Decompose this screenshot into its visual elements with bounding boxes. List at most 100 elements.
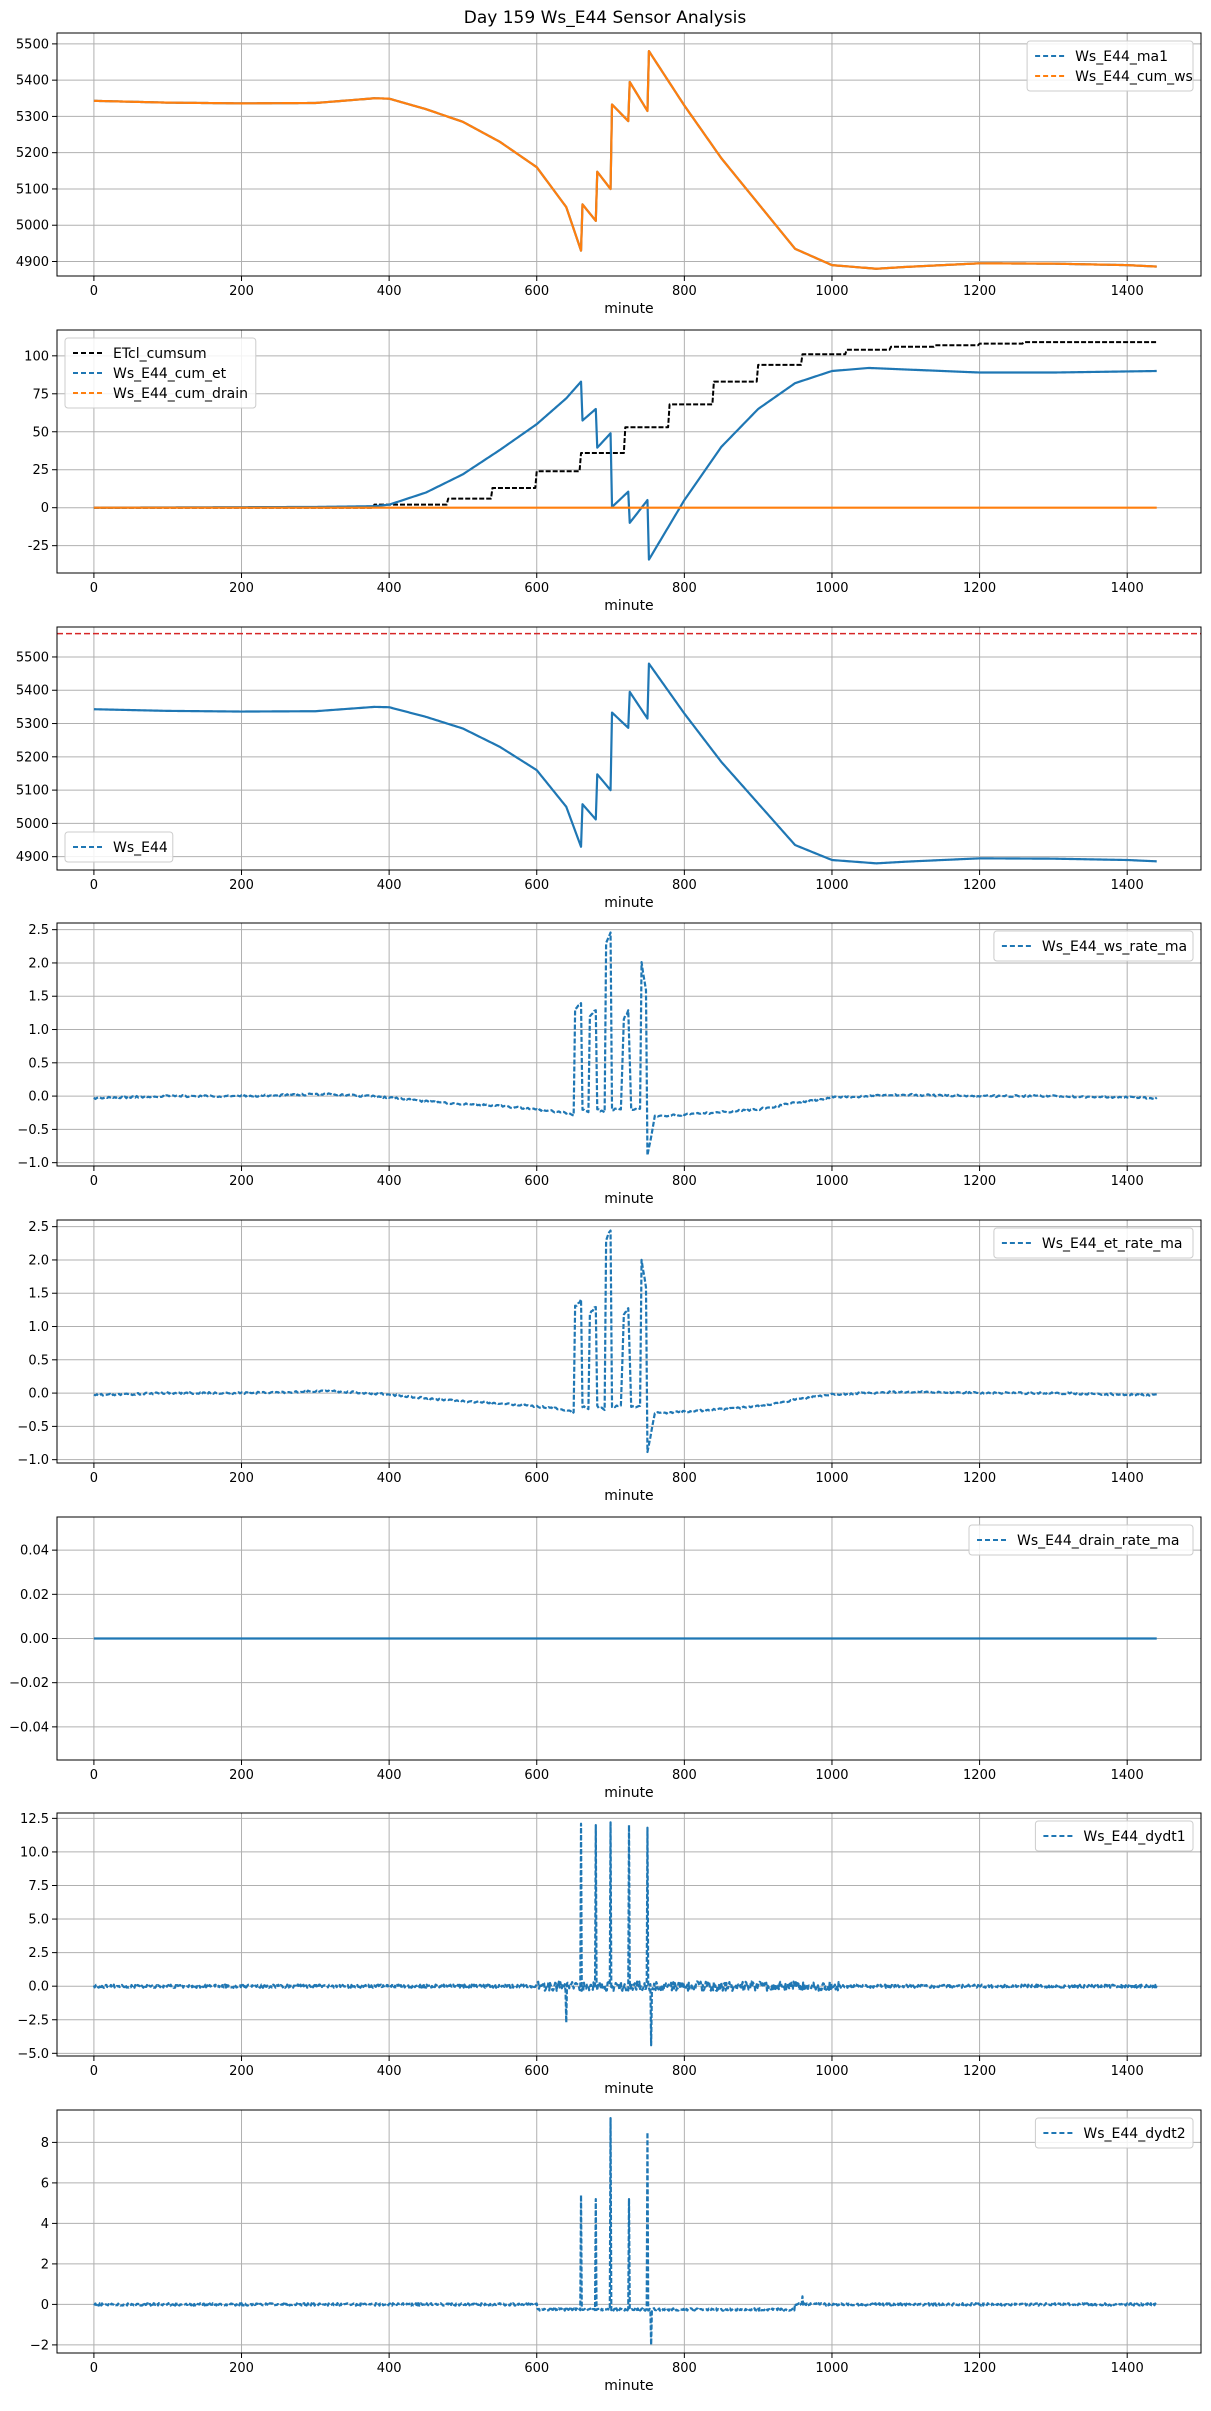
subplot-p2: 0 200 400 600 800 1000 1200 1400 -25 0 25 50 75 100 mi…: [24, 329, 1202, 614]
y-tick-label: −1.0: [17, 1453, 49, 1468]
legend-label: Ws_E44_cum_ws: [1075, 69, 1193, 85]
x-tick-label: 1400: [1111, 1471, 1144, 1486]
legend-label: Ws_E44_et_rate_ma: [1042, 1236, 1183, 1252]
x-tick-label: 800: [672, 1768, 697, 1783]
series-line-Ws_E44_dydt1: [92, 1821, 1158, 2047]
legend-box: [993, 1227, 1194, 1259]
x-tick-label: 1200: [963, 2064, 996, 2079]
legend: Ws_E44: [64, 831, 174, 863]
legend-label: Ws_E44_dydt2: [1083, 2126, 1185, 2142]
axes-frame: [56, 1812, 1202, 2057]
y-tick-label: 5100: [16, 784, 49, 799]
legend: Ws_E44_ws_rate_ma: [993, 930, 1194, 962]
x-tick-label: 1000: [815, 1174, 848, 1189]
x-tick-label: 1000: [815, 878, 848, 893]
x-axis-label: minute: [604, 1785, 653, 1801]
y-tick-label: 0.0: [28, 1090, 49, 1105]
y-tick-label: 0.00: [20, 1632, 49, 1647]
y-tick-label: 0: [41, 2298, 49, 2313]
x-tick-label: 400: [377, 581, 402, 596]
x-tick-label: 800: [672, 1174, 697, 1189]
axes-frame: [56, 2109, 1202, 2354]
y-tick-label: 2.5: [28, 1220, 49, 1235]
x-tick-label: 200: [229, 2361, 254, 2376]
x-tick-label: 0: [90, 1174, 98, 1189]
x-tick-label: 1400: [1111, 1768, 1144, 1783]
x-axis-label: minute: [604, 895, 653, 911]
y-tick-label: 1.5: [28, 990, 49, 1005]
subplot-p3: 0 200 400 600 800 1000 1200 1400 4900 5000 5100 520…: [16, 626, 1202, 911]
subplot-p6: 0 200 400 600 800 1000 1200 1400 −0.04 −0.02 0.00 0…: [9, 1516, 1202, 1801]
x-tick-label: 200: [229, 1768, 254, 1783]
series-line-Ws_E44_ws_rate_ma: [93, 931, 1158, 1157]
x-axis-label: minute: [604, 598, 653, 614]
plot-area: [93, 931, 1158, 1157]
y-tick-label: 5000: [16, 219, 49, 234]
y-tick-label: 10.0: [20, 1845, 49, 1860]
x-tick-label: 0: [90, 878, 98, 893]
y-tick-label: 0.0: [28, 1980, 49, 1995]
x-tick-label: 600: [524, 878, 549, 893]
x-tick-label: 400: [377, 1174, 402, 1189]
y-tick-label: 1.0: [28, 1320, 49, 1335]
y-tick-label: 6: [41, 2176, 49, 2191]
legend-label: Ws_E44_cum_et: [113, 366, 227, 382]
legend-box: [993, 930, 1194, 962]
x-tick-label: 0: [90, 284, 98, 299]
x-tick-label: 800: [672, 878, 697, 893]
x-tick-label: 1000: [815, 2064, 848, 2079]
plot-area: [93, 1229, 1157, 1454]
x-tick-label: 600: [524, 1174, 549, 1189]
y-tick-label: 2.0: [28, 1253, 49, 1268]
x-tick-label: 0: [90, 581, 98, 596]
axes-frame: [56, 329, 1202, 574]
plot-area: [93, 50, 1157, 270]
x-axis-label: minute: [604, 301, 653, 317]
subplots: 0 200 400 600 800 1000 1200 1400490050005100520…: [9, 32, 1202, 2394]
series-line-Ws_E44_cum_ws: [93, 50, 1157, 270]
x-tick-label: 1400: [1111, 1174, 1144, 1189]
x-tick-label: 1400: [1111, 2064, 1144, 2079]
y-tick-label: 2.0: [28, 956, 49, 971]
x-axis-label: minute: [604, 1488, 653, 1504]
x-tick-label: 400: [377, 1768, 402, 1783]
y-tick-label: −0.5: [17, 1123, 49, 1138]
x-tick-label: 600: [524, 581, 549, 596]
legend-box: [64, 337, 257, 409]
legend-label: Ws_E44_ma1: [1075, 49, 1168, 65]
y-tick-label: 8: [41, 2136, 49, 2151]
y-tick-label: −1.0: [17, 1156, 49, 1171]
legend-box: [64, 831, 174, 863]
legend-box: [1026, 40, 1194, 92]
y-tick-label: 5300: [16, 717, 49, 732]
plot-area: [93, 341, 1157, 561]
x-tick-label: 800: [672, 581, 697, 596]
y-tick-label: 7.5: [28, 1879, 49, 1894]
subplot-p5: 0 200 400 600 800 1000 1200 1400 −1.0 −0.5 0.0 0.5 1…: [17, 1219, 1202, 1504]
x-tick-label: 800: [672, 284, 697, 299]
legend: Ws_E44_ma1 Ws_E44_cum_ws: [1026, 40, 1194, 92]
x-tick-label: 1200: [963, 284, 996, 299]
legend-label: Ws_E44_drain_rate_ma: [1017, 1533, 1179, 1549]
legend-label: Ws_E44_ws_rate_ma: [1042, 939, 1187, 955]
x-tick-label: 1200: [963, 581, 996, 596]
y-tick-label: 5100: [16, 182, 49, 197]
legend: Ws_E44_et_rate_ma: [993, 1227, 1194, 1259]
x-tick-label: 1000: [815, 2361, 848, 2376]
y-tick-label: 12.5: [20, 1812, 49, 1827]
x-tick-label: 400: [377, 2064, 402, 2079]
y-tick-label: 0.02: [20, 1588, 49, 1603]
y-tick-label: 4900: [16, 850, 49, 865]
subplot-p4: 0 200 400 600 800 1000 1200 1400 −1.0 −0.5 0.0 0.5 1…: [17, 922, 1202, 1207]
series-line-Ws_E44: [93, 662, 1157, 865]
y-tick-label: 5200: [16, 750, 49, 765]
x-axis-label: minute: [604, 1191, 653, 1207]
y-tick-label: 5000: [16, 817, 49, 832]
y-tick-label: 0.04: [20, 1544, 49, 1559]
x-tick-label: 800: [672, 1471, 697, 1486]
x-tick-label: 0: [90, 2064, 98, 2079]
legend-label: Ws_E44: [113, 840, 168, 856]
series-line-Ws_E44_dydt2: [93, 2117, 1158, 2346]
x-tick-label: 600: [524, 1768, 549, 1783]
